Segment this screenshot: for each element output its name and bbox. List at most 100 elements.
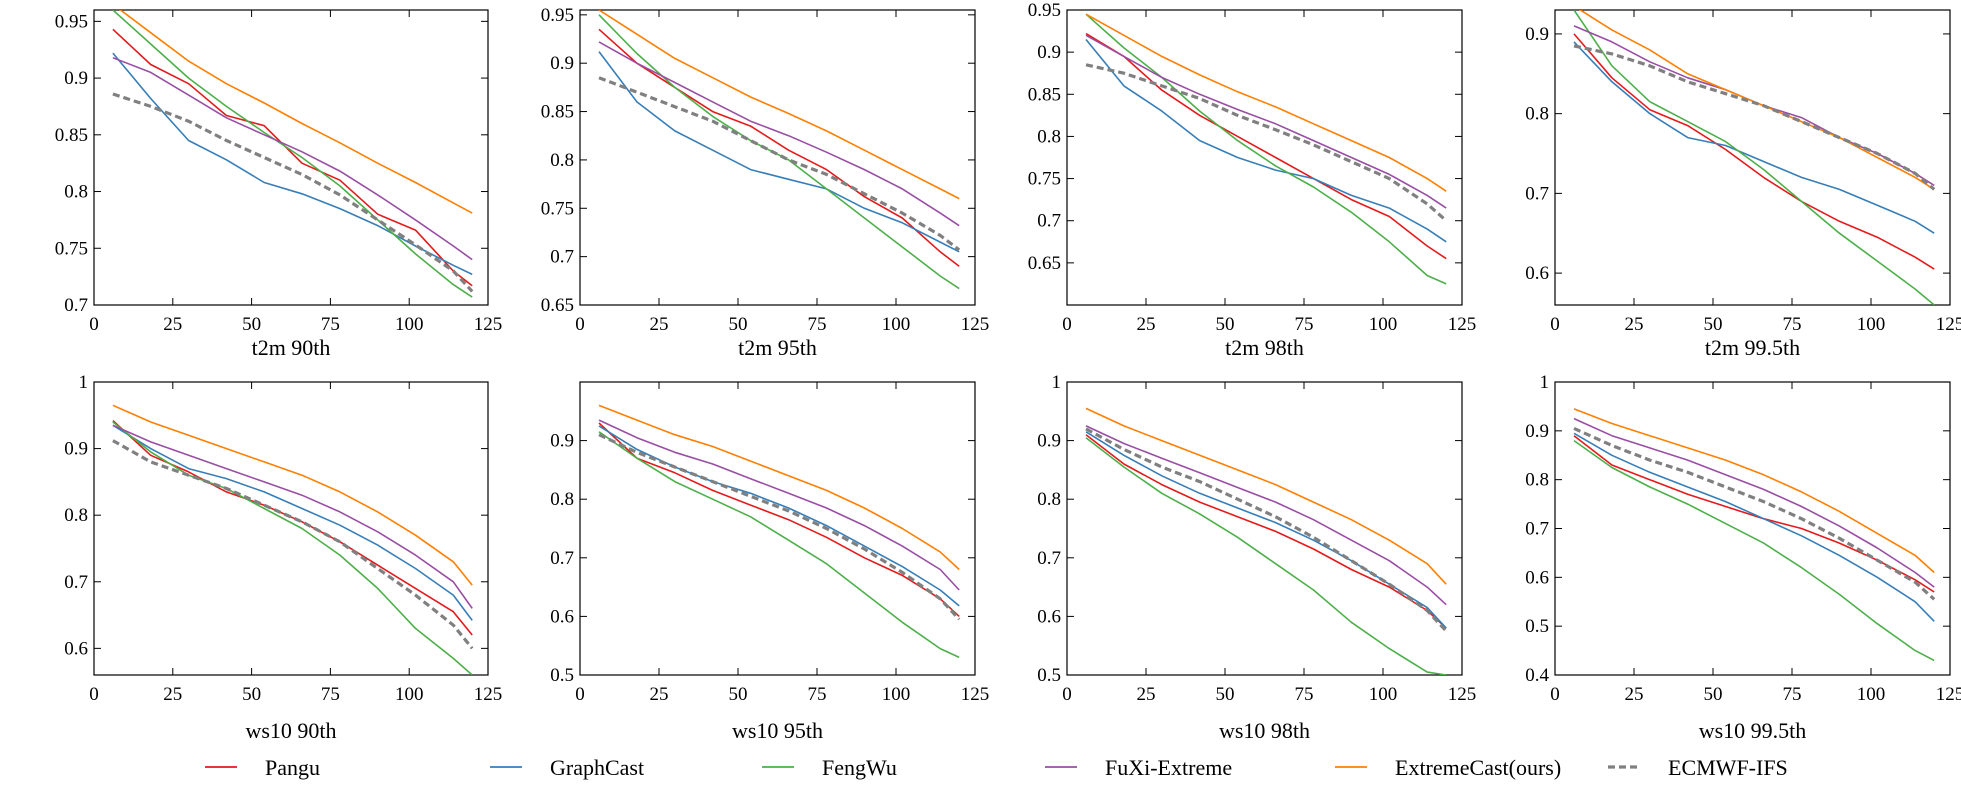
x-tick-label: 25 xyxy=(1625,684,1644,705)
y-tick-label: 0.9 xyxy=(550,431,574,452)
y-tick-label: 0.5 xyxy=(1037,665,1061,686)
x-tick-label: 100 xyxy=(1369,314,1398,335)
series-line-fuxi-extreme xyxy=(598,419,960,591)
series-line-graphcast xyxy=(112,424,473,621)
panel-title: t2m 99.5th xyxy=(1705,335,1800,360)
y-tick-label: 0.7 xyxy=(1525,183,1549,204)
y-tick-label: 0.6 xyxy=(64,638,88,659)
series-line-pangu xyxy=(1085,32,1447,260)
y-tick-label: 0.6 xyxy=(1525,567,1549,588)
x-tick-label: 75 xyxy=(321,314,340,335)
x-tick-label: 75 xyxy=(1295,684,1314,705)
series-line-extremecast-ours xyxy=(598,10,960,200)
x-tick-label: 125 xyxy=(474,684,503,705)
y-tick-label: 0.9 xyxy=(1525,24,1549,45)
y-tick-label: 0.7 xyxy=(64,572,88,593)
x-tick-label: 25 xyxy=(650,684,669,705)
legend: Pangu GraphCast FengWu FuXi-Extreme ExtremeC… xyxy=(205,755,1788,780)
x-tick-label: 0 xyxy=(1062,684,1072,705)
axes-frame xyxy=(1066,381,1463,676)
y-tick-label: 0.8 xyxy=(64,182,88,203)
series-line-ecmwf-ifs xyxy=(1573,44,1936,191)
x-tick-label: 75 xyxy=(1783,684,1802,705)
panel-t2m-98th: 0 25 50 75 100 125 0.65 0.7 0.75 0.8 0.85 0.9 0.95 t2… xyxy=(1028,0,1477,360)
legend-label-fengwu: FengWu xyxy=(822,755,897,780)
panel-t2m-95th: 0 25 50 75 100 125 0.65 0.7 0.75 0.8 0.85 0.9 0.95 t2… xyxy=(541,5,990,360)
x-tick-label: 0 xyxy=(1062,314,1072,335)
series-line-fengwu xyxy=(1573,10,1935,305)
series-line-graphcast xyxy=(1085,431,1447,629)
y-tick-label: 0.9 xyxy=(550,53,574,74)
y-tick-label: 0.8 xyxy=(64,505,88,526)
panel-t2m-90th: 0 25 50 75 100 125 0.7 0.75 0.8 0.85 0.9 0.95 t2m 90… xyxy=(55,9,503,360)
panel-ws10-99-5th: 0 25 50 75 100 125 0.4 0.5 0.6 0.7 0.8 0.9 1 ws10 99.… xyxy=(1525,372,1961,743)
x-tick-label: 50 xyxy=(1216,684,1235,705)
y-tick-label: 0.9 xyxy=(64,439,88,460)
x-tick-label: 75 xyxy=(321,684,340,705)
series-line-ecmwf-ifs xyxy=(598,76,961,252)
panel-title: ws10 95th xyxy=(732,718,823,743)
x-tick-label: 50 xyxy=(1704,314,1723,335)
x-tick-label: 25 xyxy=(1137,684,1156,705)
y-tick-label: 0.9 xyxy=(1525,421,1549,442)
y-tick-label: 0.5 xyxy=(550,665,574,686)
panel-ws10-90th: 0 25 50 75 100 125 0.6 0.7 0.8 0.9 1 ws10 90th xyxy=(64,372,502,743)
y-tick-label: 0.95 xyxy=(541,5,574,26)
y-tick-label: 0.75 xyxy=(541,198,574,219)
x-tick-label: 50 xyxy=(242,314,261,335)
x-tick-label: 125 xyxy=(1448,314,1477,335)
x-tick-label: 50 xyxy=(1704,684,1723,705)
y-tick-label: 0.7 xyxy=(550,247,574,268)
series-line-pangu xyxy=(112,28,473,287)
series-line-pangu xyxy=(1573,33,1935,270)
x-tick-label: 0 xyxy=(89,684,99,705)
series-line-pangu xyxy=(112,420,473,636)
y-tick-label: 0.7 xyxy=(1037,211,1061,232)
panel-title: t2m 90th xyxy=(252,335,331,360)
x-tick-label: 125 xyxy=(474,314,503,335)
x-tick-label: 0 xyxy=(89,314,99,335)
series-line-ecmwf-ifs xyxy=(112,439,474,650)
y-tick-label: 0.85 xyxy=(541,102,574,123)
series-line-fuxi-extreme xyxy=(1085,425,1447,606)
x-tick-label: 125 xyxy=(961,684,990,705)
x-tick-label: 0 xyxy=(1550,684,1560,705)
x-tick-label: 100 xyxy=(1857,314,1886,335)
series-line-extremecast-ours xyxy=(598,404,960,571)
y-tick-label: 0.7 xyxy=(1037,548,1061,569)
series-line-fuxi-extreme xyxy=(598,41,960,227)
series-line-ecmwf-ifs xyxy=(1085,63,1448,222)
series-line-fuxi-extreme xyxy=(1573,25,1935,187)
y-tick-label: 0.8 xyxy=(1525,470,1549,491)
x-tick-label: 125 xyxy=(961,314,990,335)
y-tick-label: 0.9 xyxy=(1037,42,1061,63)
y-tick-label: 0.6 xyxy=(1037,606,1061,627)
y-tick-label: 0.75 xyxy=(55,238,88,259)
series-line-fengwu xyxy=(1573,439,1935,662)
x-tick-label: 75 xyxy=(1295,314,1314,335)
x-tick-label: 25 xyxy=(163,684,182,705)
legend-label-pangu: Pangu xyxy=(265,755,320,780)
series-line-graphcast xyxy=(112,52,473,276)
x-tick-label: 50 xyxy=(729,684,748,705)
y-tick-label: 1 xyxy=(79,372,89,393)
x-tick-label: 100 xyxy=(1857,684,1886,705)
series-line-fengwu xyxy=(112,10,473,298)
series-line-fengwu xyxy=(112,421,473,675)
y-tick-label: 0.85 xyxy=(55,125,88,146)
y-tick-label: 0.8 xyxy=(1525,104,1549,125)
x-tick-label: 50 xyxy=(242,684,261,705)
axes-frame xyxy=(579,381,976,676)
x-tick-label: 125 xyxy=(1936,684,1961,705)
series-line-pangu xyxy=(598,28,960,267)
axes-frame xyxy=(1554,381,1951,676)
y-tick-label: 0.7 xyxy=(1525,519,1549,540)
series-line-fengwu xyxy=(598,431,960,659)
y-tick-label: 0.8 xyxy=(550,150,574,171)
y-tick-label: 0.7 xyxy=(64,295,88,316)
axes-frame xyxy=(1066,9,1463,306)
series-line-graphcast xyxy=(1573,432,1935,622)
series-line-fengwu xyxy=(598,14,960,290)
x-tick-label: 0 xyxy=(1550,314,1560,335)
